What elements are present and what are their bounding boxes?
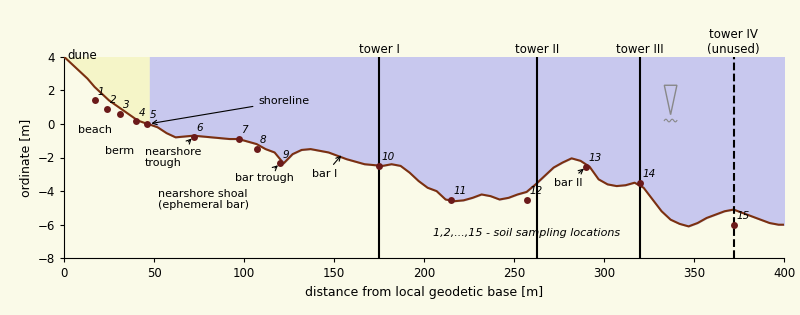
Text: 3: 3 [122,100,129,110]
Text: 6: 6 [196,123,203,133]
Text: 4: 4 [138,108,146,118]
Text: 12: 12 [530,186,542,196]
Text: 11: 11 [454,186,467,196]
Text: berm: berm [106,146,134,156]
Text: 15: 15 [736,211,750,221]
Text: 8: 8 [259,135,266,146]
Text: 1: 1 [98,87,104,97]
X-axis label: distance from local geodetic base [m]: distance from local geodetic base [m] [305,286,543,299]
Text: tower IV
(unused): tower IV (unused) [707,28,760,56]
Text: shoreline: shoreline [153,96,310,125]
Text: 14: 14 [642,169,656,179]
Text: bar II: bar II [554,169,583,188]
Text: 9: 9 [282,150,290,160]
Text: 13: 13 [589,153,602,163]
Text: beach: beach [78,125,112,135]
Text: 10: 10 [382,152,395,162]
Text: nearshore
trough: nearshore trough [145,139,202,168]
Text: tower II: tower II [515,43,559,56]
Text: 7: 7 [242,125,248,135]
Text: 5: 5 [150,110,156,120]
Text: nearshore shoal
(ephemeral bar): nearshore shoal (ephemeral bar) [158,189,249,210]
Text: 1,2,...,15 - soil sampling locations: 1,2,...,15 - soil sampling locations [433,228,620,238]
Text: bar I: bar I [312,156,340,179]
Text: 2: 2 [110,95,117,105]
Text: bar trough: bar trough [235,166,294,183]
Text: tower III: tower III [616,43,664,56]
Text: dune: dune [67,49,98,62]
Y-axis label: ordinate [m]: ordinate [m] [19,118,32,197]
Text: tower I: tower I [358,43,399,56]
